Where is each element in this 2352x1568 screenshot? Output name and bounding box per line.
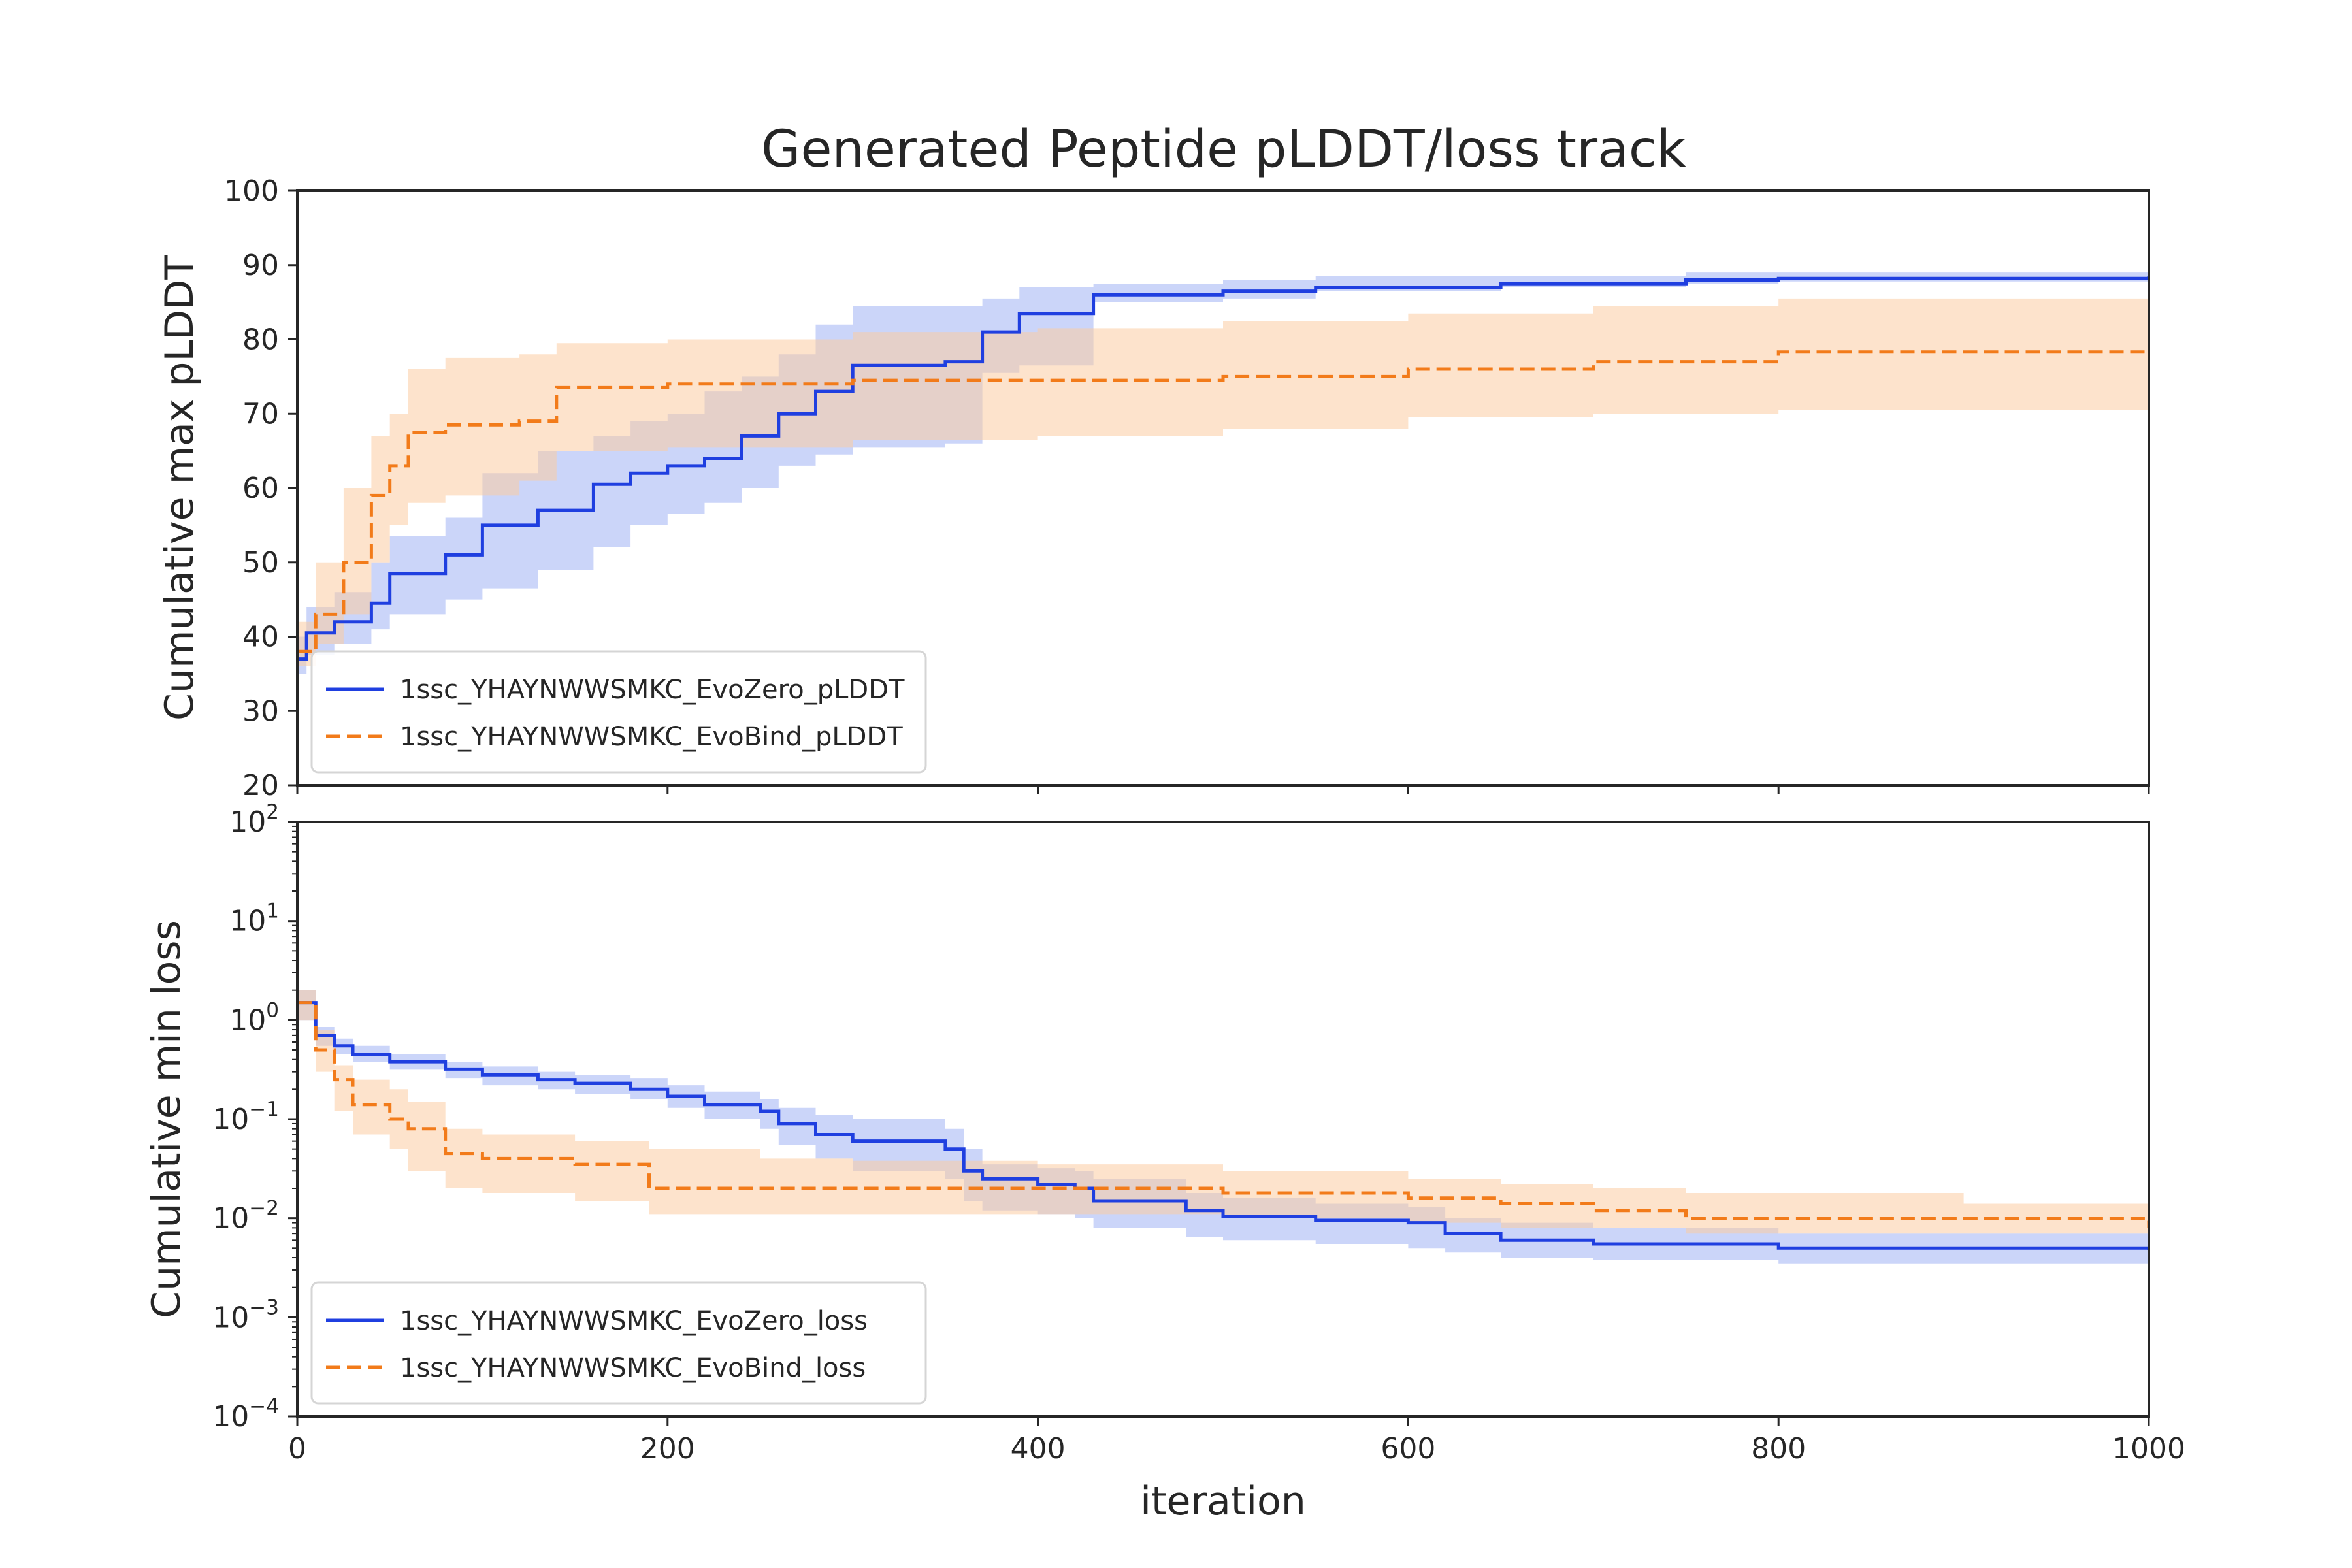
legend-label: 1ssc_YHAYNWWSMKC_EvoZero_pLDDT bbox=[400, 675, 905, 705]
y-tick-label: 90 bbox=[242, 249, 279, 282]
x-tick-label: 1000 bbox=[2112, 1432, 2185, 1465]
y-tick-label: 10−1 bbox=[212, 1098, 279, 1136]
legend-label: 1ssc_YHAYNWWSMKC_EvoBind_pLDDT bbox=[400, 722, 903, 752]
y-tick-label: 60 bbox=[242, 472, 279, 505]
y-tick-label: 100 bbox=[229, 998, 279, 1037]
y-tick-label: 50 bbox=[242, 546, 279, 580]
y-tick-label: 40 bbox=[242, 621, 279, 654]
loss-axes-frame bbox=[296, 821, 2150, 1418]
y-tick-label: 101 bbox=[229, 900, 279, 938]
series-line-1ssc_YHAYNWWSMKC_EvoBind_pLDDT bbox=[297, 350, 2149, 653]
y-tick-label: 20 bbox=[242, 769, 279, 802]
y-tick-label: 70 bbox=[242, 397, 279, 431]
legend-label: 1ssc_YHAYNWWSMKC_EvoZero_loss bbox=[400, 1306, 868, 1336]
series-line-1ssc_YHAYNWWSMKC_EvoZero_pLDDT bbox=[297, 276, 2149, 661]
y-tick-label: 102 bbox=[229, 800, 279, 839]
x-tick-label: 400 bbox=[1011, 1432, 1066, 1465]
loss-x-ticks: 0 200 400 600 800 1000 bbox=[288, 1416, 2185, 1465]
series-line-1ssc_YHAYNWWSMKC_EvoZero_loss bbox=[297, 1001, 2149, 1250]
series-line-1ssc_YHAYNWWSMKC_EvoBind_loss bbox=[297, 1001, 2149, 1228]
band-1ssc_YHAYNWWSMKC_EvoBind_pLDDT bbox=[297, 295, 2149, 666]
loss-legend[interactable]: 1ssc_YHAYNWWSMKC_EvoZero_loss 1ssc_YHAYNW… bbox=[310, 1281, 927, 1405]
legend-label: 1ssc_YHAYNWWSMKC_EvoBind_loss bbox=[400, 1353, 866, 1383]
plddt-lines bbox=[297, 276, 2149, 661]
plddt-legend[interactable]: 1ssc_YHAYNWWSMKC_EvoZero_pLDDT 1ssc_YHAYN… bbox=[310, 650, 927, 774]
loss-bands bbox=[297, 990, 2149, 1264]
band-1ssc_YHAYNWWSMKC_EvoBind_loss bbox=[297, 990, 2149, 1241]
x-tick-label: 800 bbox=[1751, 1432, 1806, 1465]
x-tick-label: 600 bbox=[1380, 1432, 1435, 1465]
plddt-x-ticks bbox=[296, 785, 2150, 794]
y-tick-label: 100 bbox=[224, 174, 279, 208]
loss-lines bbox=[297, 1001, 2149, 1250]
y-tick-label: 10−2 bbox=[212, 1197, 279, 1235]
loss-y-axis-label: Cumulative min loss bbox=[144, 920, 189, 1318]
plddt-y-axis-label: Cumulative max pLDDT bbox=[157, 255, 203, 721]
x-tick-label: 0 bbox=[288, 1432, 306, 1465]
y-tick-label: 80 bbox=[242, 323, 279, 357]
legend-box bbox=[310, 650, 927, 774]
y-tick-label: 10−4 bbox=[212, 1395, 279, 1433]
plddt-panel: 20 30 40 50 60 70 80 90 100 Cumulative max pLDDT… bbox=[157, 174, 2150, 802]
plddt-y-ticks: 20 30 40 50 60 70 80 90 100 bbox=[224, 174, 297, 802]
x-axis-label: iteration bbox=[1140, 1478, 1305, 1524]
plddt-axes-frame bbox=[296, 189, 2150, 787]
x-tick-label: 200 bbox=[640, 1432, 695, 1465]
chart-title: Generated Peptide pLDDT/loss track bbox=[761, 120, 1686, 179]
loss-panel: 10−4 10−3 10−2 10−1 100 101 102 0 200 400 600 800 1… bbox=[144, 800, 2185, 1524]
y-tick-label: 30 bbox=[242, 694, 279, 728]
y-tick-label: 10−3 bbox=[212, 1296, 279, 1334]
legend-box bbox=[310, 1281, 927, 1405]
loss-y-ticks: 10−4 10−3 10−2 10−1 100 101 102 bbox=[212, 800, 297, 1433]
